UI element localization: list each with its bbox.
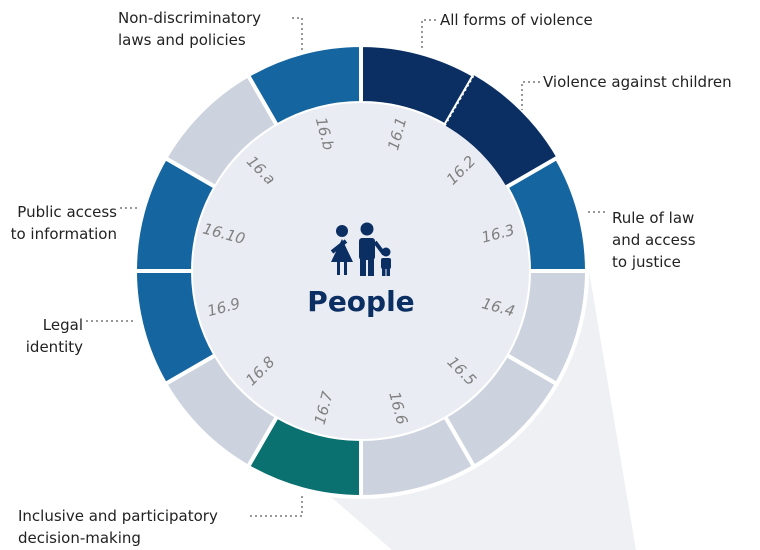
callout-text: Rule of law xyxy=(612,209,694,227)
callout-text: Public access xyxy=(17,203,117,221)
callout-text: to justice xyxy=(612,253,681,271)
callout-text: to information xyxy=(11,225,117,243)
callout-text: Inclusive and participatory xyxy=(18,507,218,525)
leaders xyxy=(86,17,608,517)
ring xyxy=(132,42,590,500)
center-label: People xyxy=(307,285,414,318)
callout-text: and access xyxy=(612,231,696,249)
callout-text: decision-making xyxy=(18,529,141,547)
callout-text: Non-discriminatory xyxy=(118,9,261,27)
segment xyxy=(445,75,557,187)
family-icon xyxy=(330,222,391,276)
callout-text: Violence against children xyxy=(543,73,732,91)
callout-text: identity xyxy=(26,338,83,356)
callout-text: Legal xyxy=(43,316,83,334)
callout-text: laws and policies xyxy=(118,31,246,49)
callout-text: All forms of violence xyxy=(440,11,593,29)
callouts: Non-discriminatory laws and policies All f… xyxy=(11,9,732,547)
